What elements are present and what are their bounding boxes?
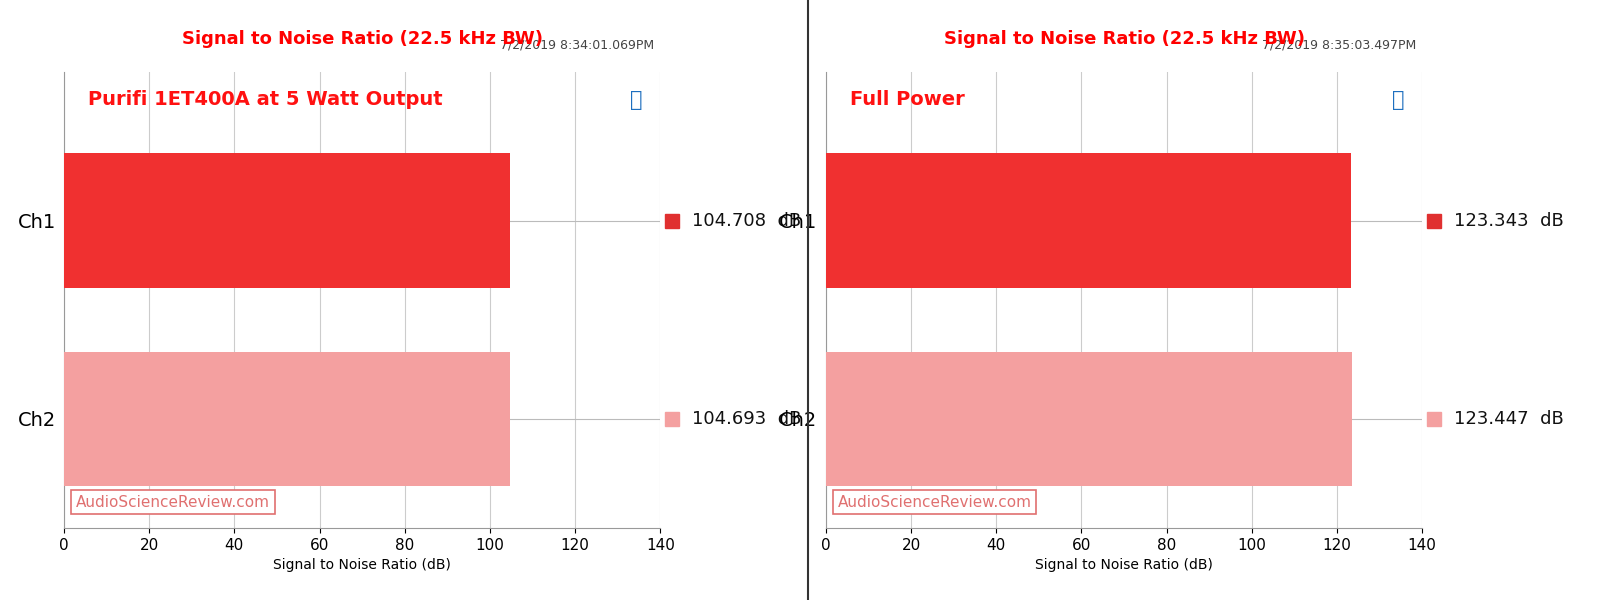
Bar: [826, 352, 1352, 487]
Text: Purifi 1ET400A at 5 Watt Output: Purifi 1ET400A at 5 Watt Output: [88, 90, 443, 109]
Bar: [64, 153, 510, 288]
Text: 104.708  dB: 104.708 dB: [693, 212, 802, 230]
Title: Signal to Noise Ratio (22.5 kHz BW): Signal to Noise Ratio (22.5 kHz BW): [182, 30, 542, 48]
Text: AudioScienceReview.com: AudioScienceReview.com: [838, 495, 1032, 510]
Text: Ⓐ: Ⓐ: [630, 90, 643, 110]
X-axis label: Signal to Noise Ratio (dB): Signal to Noise Ratio (dB): [1035, 558, 1213, 572]
X-axis label: Signal to Noise Ratio (dB): Signal to Noise Ratio (dB): [274, 558, 451, 572]
Text: 104.693  dB: 104.693 dB: [693, 410, 802, 428]
Text: 7/2/2019 8:34:01.069PM: 7/2/2019 8:34:01.069PM: [501, 38, 654, 52]
Title: Signal to Noise Ratio (22.5 kHz BW): Signal to Noise Ratio (22.5 kHz BW): [944, 30, 1304, 48]
Text: 7/2/2019 8:35:03.497PM: 7/2/2019 8:35:03.497PM: [1262, 38, 1416, 52]
Text: AudioScienceReview.com: AudioScienceReview.com: [75, 495, 270, 510]
Bar: [64, 352, 510, 487]
Text: 123.447  dB: 123.447 dB: [1454, 410, 1565, 428]
Text: Ⓐ: Ⓐ: [1392, 90, 1405, 110]
Text: Full Power: Full Power: [850, 90, 965, 109]
Text: 123.343  dB: 123.343 dB: [1454, 212, 1565, 230]
Bar: [826, 153, 1352, 288]
